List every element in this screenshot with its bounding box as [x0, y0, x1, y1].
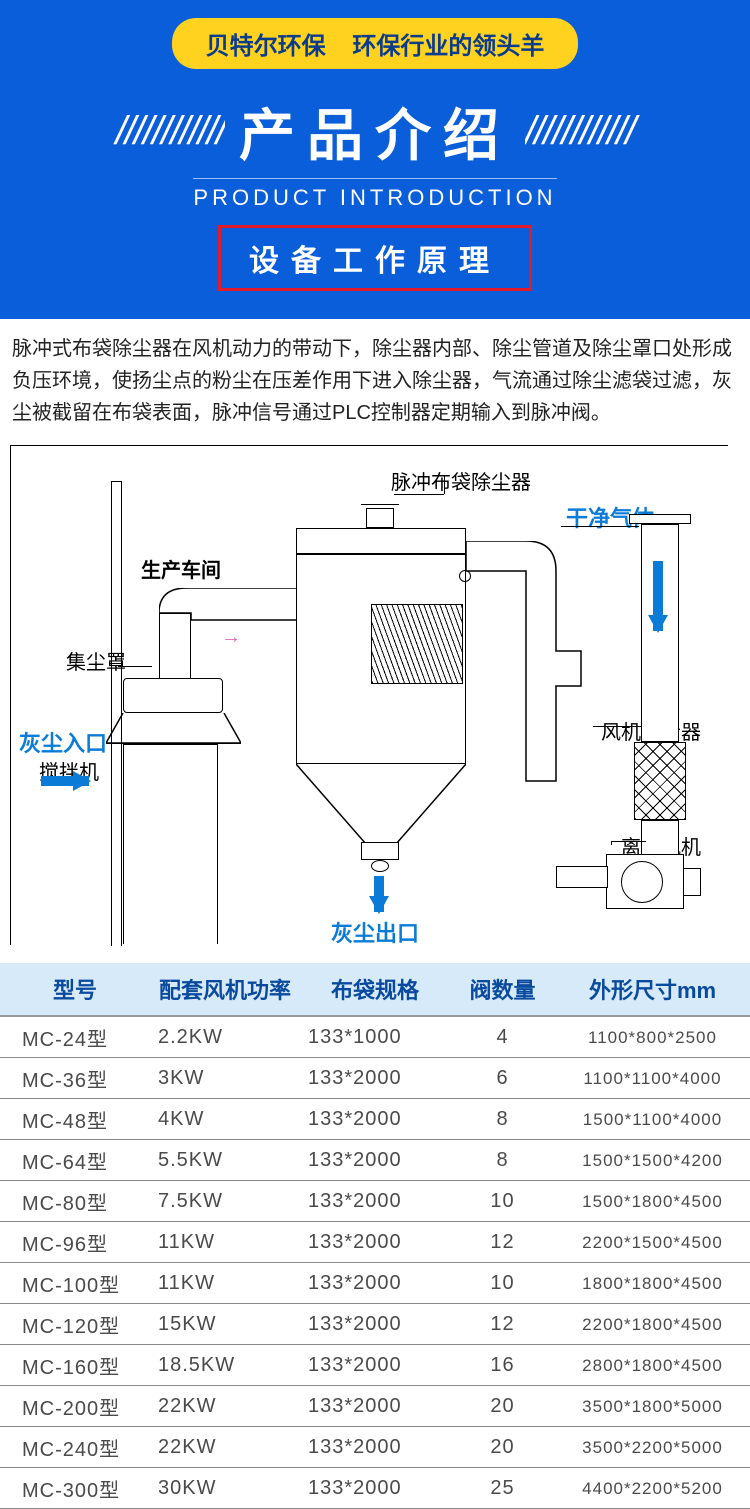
label-dust-in: 灰尘入口 [19, 726, 107, 758]
table-row: MC-240型22KW133*2000203500*2200*5000 [0, 1427, 750, 1468]
table-cell: 1800*1800*4500 [555, 1263, 750, 1304]
table-cell: 2200*1500*4500 [555, 1222, 750, 1263]
slash-decor-right: //////////// [525, 109, 750, 154]
table-cell: 10 [450, 1181, 555, 1222]
badge-left: 贝特尔环保 [206, 33, 326, 60]
table-cell: 1500*1800*4500 [555, 1181, 750, 1222]
table-cell: 30KW [150, 1468, 300, 1509]
table-cell: MC-300型 [0, 1468, 150, 1509]
section-red-box: 设备工作原理 [218, 225, 532, 291]
subtitle-en: PRODUCT INTRODUCTION [193, 178, 556, 211]
table-cell: MC-80型 [0, 1181, 150, 1222]
table-cell: 133*2000 [300, 1222, 450, 1263]
table-cell: 4400*2200*5200 [555, 1468, 750, 1509]
table-row: MC-300型30KW133*2000254400*2200*5200 [0, 1468, 750, 1509]
table-row: MC-120型15KW133*2000122200*1800*4500 [0, 1304, 750, 1345]
table-cell: 1100*800*2500 [555, 1016, 750, 1058]
col-power: 配套风机功率 [150, 963, 300, 1016]
header-banner: 贝特尔环保 环保行业的领头羊 //////////// 产品介绍 ///////… [0, 0, 750, 319]
table-cell: 133*2000 [300, 1099, 450, 1140]
brand-badge: 贝特尔环保 环保行业的领头羊 [172, 18, 579, 69]
table-header-row: 型号 配套风机功率 布袋规格 阀数量 外形尺寸mm [0, 963, 750, 1016]
table-cell: 22KW [150, 1427, 300, 1468]
table-cell: 133*2000 [300, 1386, 450, 1427]
table-cell: MC-160型 [0, 1345, 150, 1386]
table-cell: 133*2000 [300, 1345, 450, 1386]
col-model: 型号 [0, 963, 150, 1016]
table-cell: 4 [450, 1016, 555, 1058]
label-dust-out: 灰尘出口 [331, 916, 419, 948]
table-cell: MC-48型 [0, 1099, 150, 1140]
description-text: 脉冲式布袋除尘器在风机动力的带动下，除尘器内部、除尘管道及除尘罩口处形成负压环境… [0, 319, 750, 435]
table-cell: 22KW [150, 1386, 300, 1427]
table-cell: 20 [450, 1386, 555, 1427]
table-cell: MC-64型 [0, 1140, 150, 1181]
table-cell: 1500*1100*4000 [555, 1099, 750, 1140]
table-cell: 12 [450, 1222, 555, 1263]
badge-right: 环保行业的领头羊 [352, 33, 544, 60]
table-cell: 2200*1800*4500 [555, 1304, 750, 1345]
table-cell: MC-240型 [0, 1427, 150, 1468]
working-principle-diagram: 脉冲布袋除尘器 干净气体 生产车间 集尘罩 灰尘入口 搅拌机 风机消音器 离心风… [10, 445, 728, 945]
table-cell: 133*2000 [300, 1263, 450, 1304]
table-cell: 4KW [150, 1099, 300, 1140]
table-row: MC-80型7.5KW133*2000101500*1800*4500 [0, 1181, 750, 1222]
table-cell: 25 [450, 1468, 555, 1509]
table-cell: 11KW [150, 1222, 300, 1263]
table-cell: 2800*1800*4500 [555, 1345, 750, 1386]
table-cell: MC-96型 [0, 1222, 150, 1263]
table-cell: 133*2000 [300, 1140, 450, 1181]
slash-decor-left: //////////// [0, 109, 225, 154]
col-bag: 布袋规格 [300, 963, 450, 1016]
table-cell: MC-24型 [0, 1016, 150, 1058]
table-cell: 3KW [150, 1058, 300, 1099]
table-cell: 133*2000 [300, 1181, 450, 1222]
label-hood: 集尘罩 [66, 646, 126, 675]
table-cell: 133*2000 [300, 1304, 450, 1345]
table-cell: 18.5KW [150, 1345, 300, 1386]
label-workshop: 生产车间 [141, 554, 221, 583]
table-cell: 12 [450, 1304, 555, 1345]
table-cell: 15KW [150, 1304, 300, 1345]
table-cell: 133*2000 [300, 1468, 450, 1509]
table-cell: 1100*1100*4000 [555, 1058, 750, 1099]
table-cell: 133*1000 [300, 1016, 450, 1058]
table-cell: MC-120型 [0, 1304, 150, 1345]
table-cell: MC-100型 [0, 1263, 150, 1304]
table-cell: 10 [450, 1263, 555, 1304]
table-row: MC-48型4KW133*200081500*1100*4000 [0, 1099, 750, 1140]
table-cell: 5.5KW [150, 1140, 300, 1181]
table-cell: MC-36型 [0, 1058, 150, 1099]
table-row: MC-100型11KW133*2000101800*1800*4500 [0, 1263, 750, 1304]
table-cell: 8 [450, 1099, 555, 1140]
table-cell: 3500*1800*5000 [555, 1386, 750, 1427]
table-cell: 133*2000 [300, 1427, 450, 1468]
table-cell: 11KW [150, 1263, 300, 1304]
table-cell: 6 [450, 1058, 555, 1099]
table-cell: 7.5KW [150, 1181, 300, 1222]
table-cell: 2.2KW [150, 1016, 300, 1058]
table-row: MC-36型3KW133*200061100*1100*4000 [0, 1058, 750, 1099]
main-title: 产品介绍 [233, 91, 517, 172]
label-top-device: 脉冲布袋除尘器 [391, 466, 531, 495]
table-cell: 3500*2200*5000 [555, 1427, 750, 1468]
table-row: MC-200型22KW133*2000203500*1800*5000 [0, 1386, 750, 1427]
table-cell: 8 [450, 1140, 555, 1181]
table-cell: 1500*1500*4200 [555, 1140, 750, 1181]
col-dims: 外形尺寸mm [555, 963, 750, 1016]
table-cell: 20 [450, 1427, 555, 1468]
spec-table: 型号 配套风机功率 布袋规格 阀数量 外形尺寸mm MC-24型2.2KW133… [0, 963, 750, 1509]
table-row: MC-24型2.2KW133*100041100*800*2500 [0, 1016, 750, 1058]
table-cell: MC-200型 [0, 1386, 150, 1427]
col-valves: 阀数量 [450, 963, 555, 1016]
table-cell: 16 [450, 1345, 555, 1386]
table-row: MC-96型11KW133*2000122200*1500*4500 [0, 1222, 750, 1263]
table-row: MC-64型5.5KW133*200081500*1500*4200 [0, 1140, 750, 1181]
table-row: MC-160型18.5KW133*2000162800*1800*4500 [0, 1345, 750, 1386]
table-cell: 133*2000 [300, 1058, 450, 1099]
